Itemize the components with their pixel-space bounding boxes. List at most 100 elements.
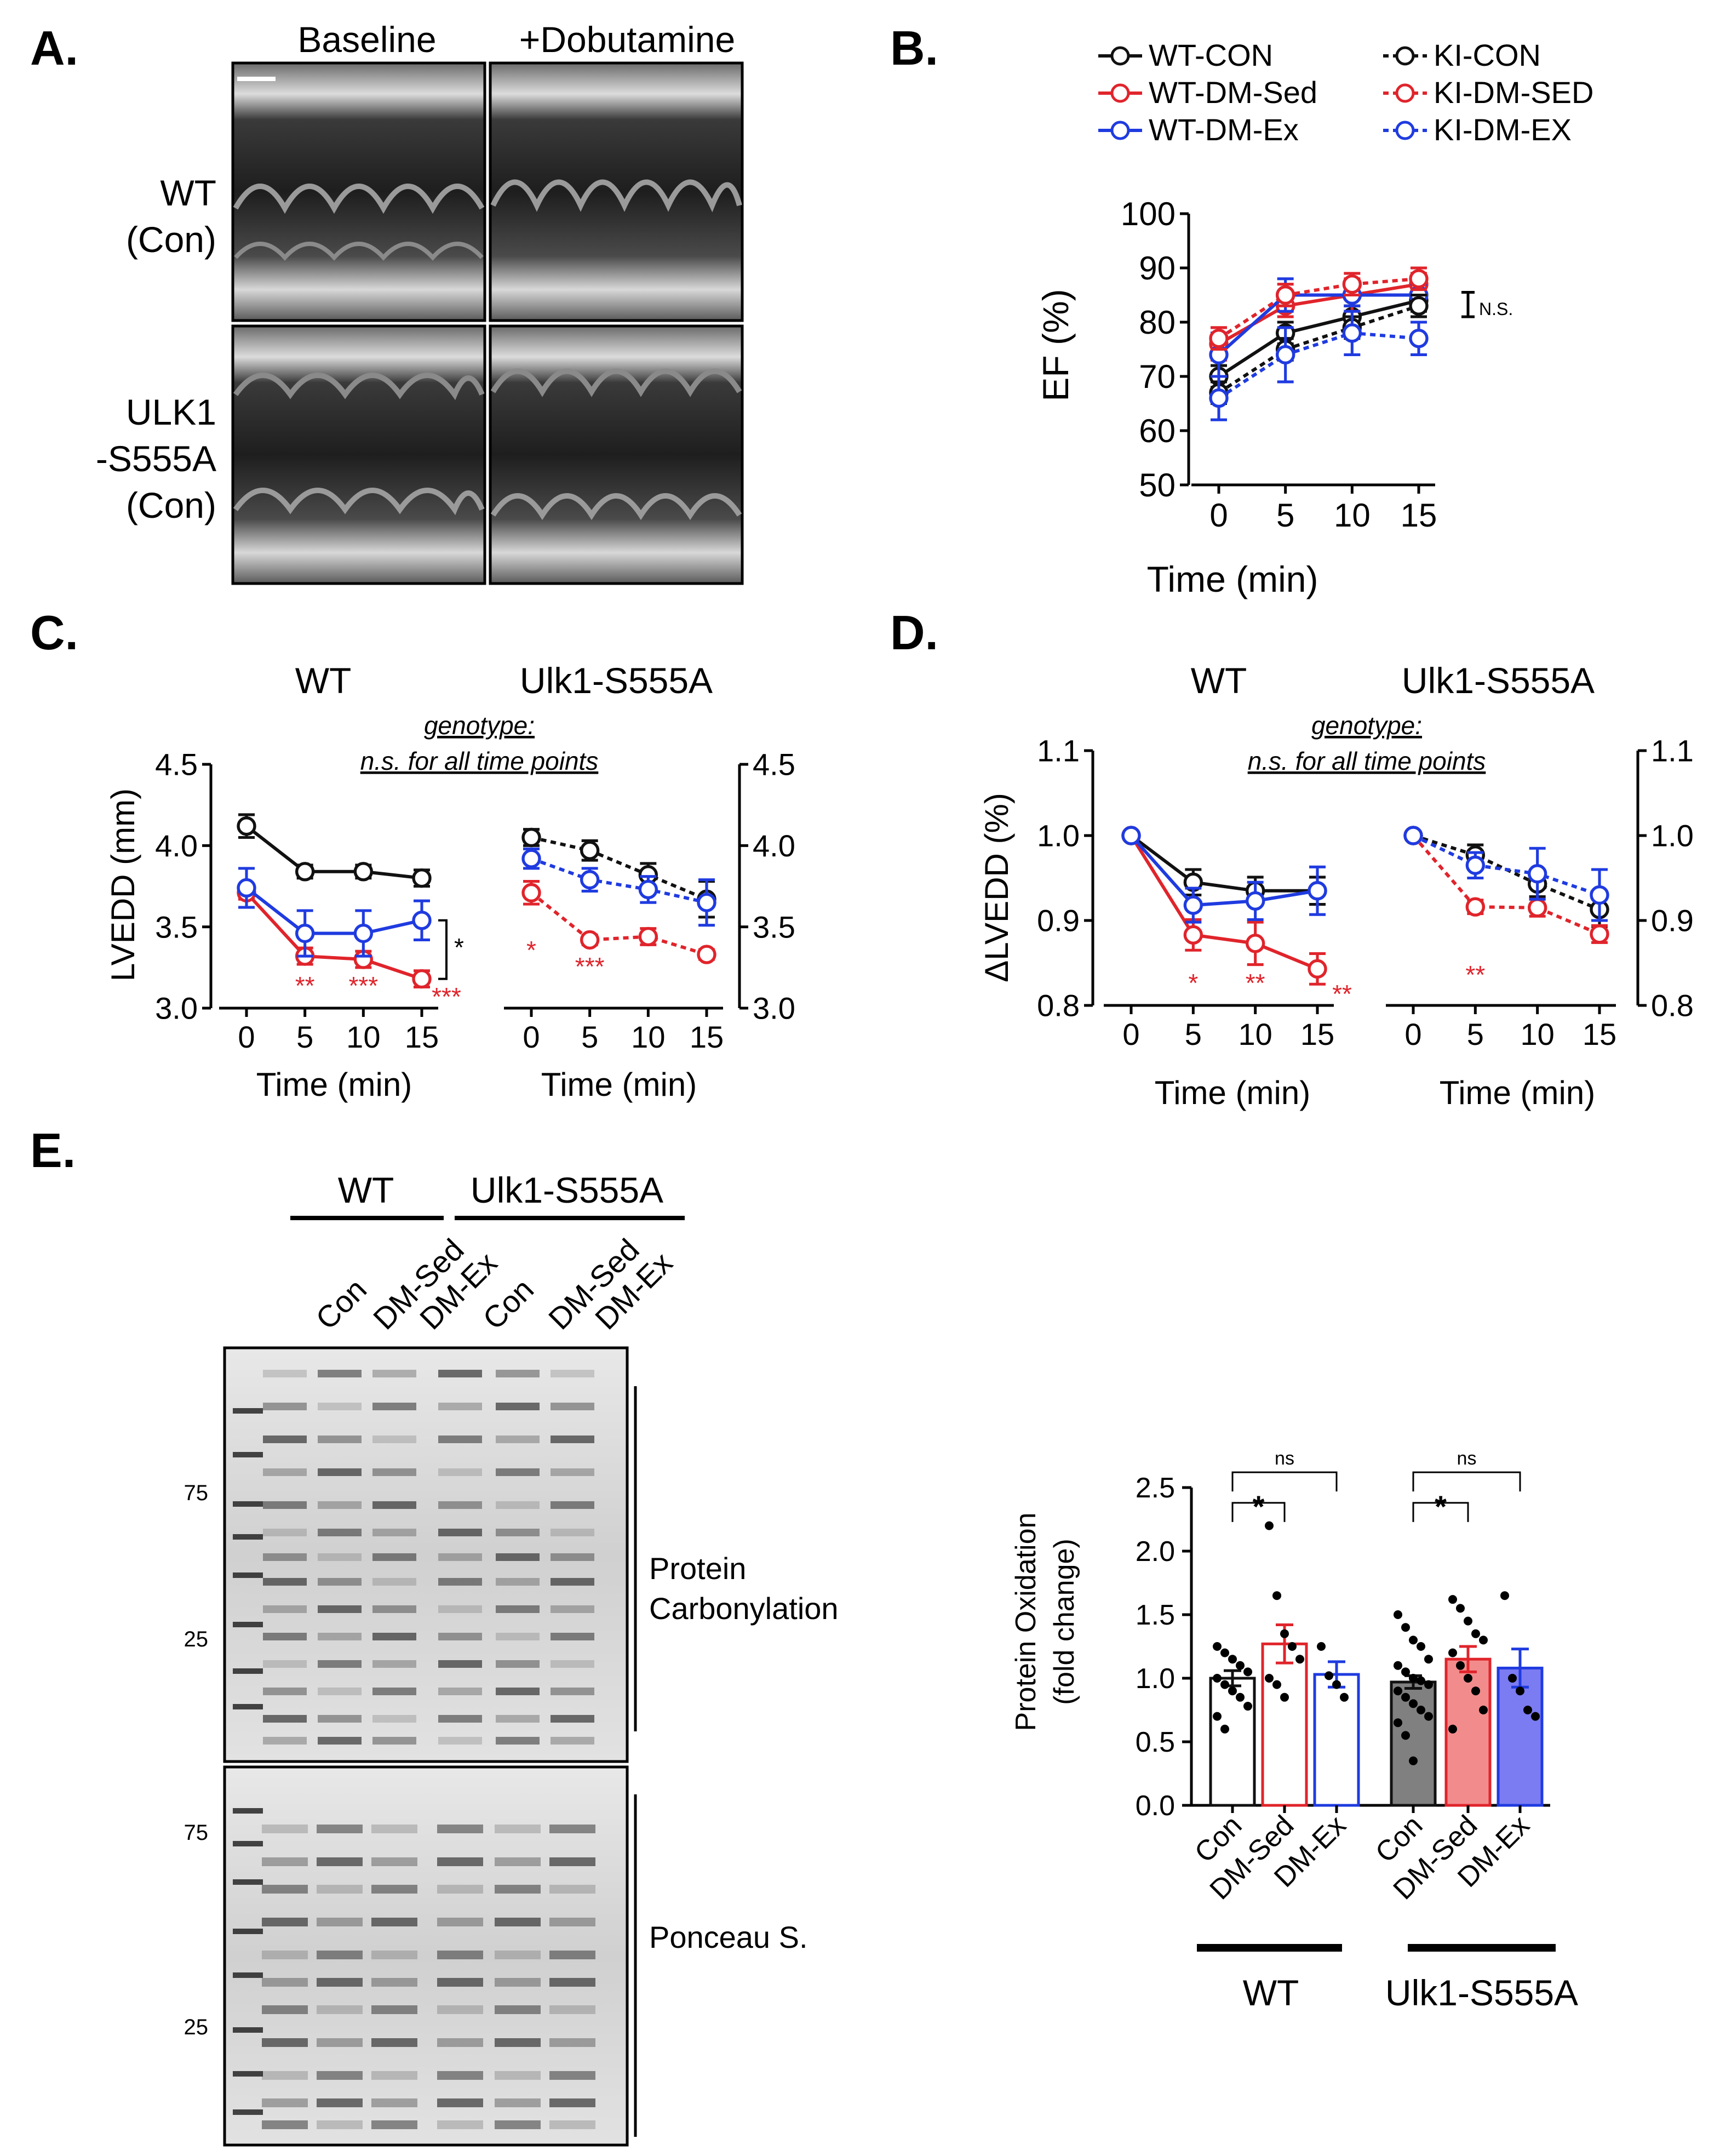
d-wt-series-1-line xyxy=(1130,834,1318,971)
blot2-band-3-6 xyxy=(437,2005,483,2014)
blot2-ladder-1 xyxy=(233,1841,263,1846)
panel-c-ylabel: LVEDD (mm) xyxy=(105,788,141,981)
c-wt-series-2-point-2 xyxy=(353,923,374,943)
d-wt-series-2-point-3 xyxy=(1308,881,1327,901)
blot2-band-4-2 xyxy=(495,1885,541,1894)
blot1-band-1-1 xyxy=(318,1403,362,1410)
blot-carbonylation-bands xyxy=(233,1370,594,1745)
blot2-band-4-9 xyxy=(495,2098,541,2107)
blot1-band-0-4 xyxy=(263,1501,307,1509)
bar-3-point-12 xyxy=(1409,1699,1418,1708)
blot1-band-5-4 xyxy=(551,1501,594,1509)
bar-1 xyxy=(1261,1642,1308,1807)
c-ki-x-tick-label-3: 15 xyxy=(690,1020,724,1054)
bar-1-point-7 xyxy=(1280,1692,1289,1702)
blot2-band-4-5 xyxy=(495,1978,541,1987)
d-left-y-tick-label-0: 0.8 xyxy=(1037,988,1080,1023)
blot2-band-3-8 xyxy=(437,2071,483,2080)
bar-1-point-3 xyxy=(1288,1642,1297,1651)
bar-3-point-1 xyxy=(1401,1623,1410,1632)
b-legend-marker-3 xyxy=(1395,83,1415,103)
b-series-4-point-0 xyxy=(1209,329,1229,348)
d-wt-sig-1: * xyxy=(1188,969,1198,997)
bar-2-point-2 xyxy=(1332,1680,1341,1689)
blot2-band-4-1 xyxy=(495,1857,541,1866)
marker-75-blot2: 75 xyxy=(184,1821,209,1845)
bar-2-point-0 xyxy=(1317,1642,1326,1651)
blot2-band-1-10 xyxy=(317,2120,363,2129)
bar-y-tick-label-2: 1.0 xyxy=(1136,1663,1175,1695)
panel-e-group-ki: Ulk1-S555A xyxy=(471,1170,663,1210)
blot2-band-4-3 xyxy=(495,1918,541,1926)
blot1-band-1-8 xyxy=(318,1605,362,1613)
bar-0-point-7 xyxy=(1228,1686,1237,1696)
c-bracket-star: * xyxy=(454,933,464,962)
blot1-band-0-9 xyxy=(263,1633,307,1640)
bar-comparison-label-3: ns xyxy=(1457,1448,1477,1469)
d-ki-series-1-point-3 xyxy=(1590,924,1609,944)
blot2-ladder-3 xyxy=(233,1929,263,1934)
blot1-band-1-10 xyxy=(318,1660,362,1668)
b-series-0-line xyxy=(1218,299,1419,378)
d-right-y-tick-label-3: 1.1 xyxy=(1651,734,1694,768)
c-ki-sig-0: * xyxy=(526,936,536,964)
b-series-4-point-3 xyxy=(1409,269,1429,289)
b-legend-label-1: KI-CON xyxy=(1434,38,1541,72)
blot1-band-3-7 xyxy=(438,1578,482,1586)
b-series-3-line xyxy=(1218,304,1419,394)
panel-c-title-ki: Ulk1-S555A xyxy=(520,660,713,701)
blot2-band-0-10 xyxy=(262,2120,308,2129)
blot1-band-2-10 xyxy=(372,1660,416,1668)
blot2-band-3-5 xyxy=(437,1978,483,1987)
blot1-band-0-6 xyxy=(263,1553,307,1561)
c-wt-x-tick-label-2: 10 xyxy=(346,1020,380,1054)
d-ki-series-2-point-3 xyxy=(1590,885,1609,905)
bar-0-point-8 xyxy=(1236,1692,1245,1702)
b-series-4-point-1 xyxy=(1275,285,1295,305)
bar-y-tick-label-3: 1.5 xyxy=(1136,1599,1175,1631)
blot1-band-1-6 xyxy=(318,1553,362,1561)
blot1-band-1-9 xyxy=(318,1633,362,1640)
b-y-tick-label-1: 60 xyxy=(1139,413,1176,449)
blot2-band-5-10 xyxy=(549,2120,595,2129)
panel-b-ylabel: EF (%) xyxy=(1035,289,1076,401)
c-wt-x-tick-label-0: 0 xyxy=(238,1020,255,1054)
blot2-band-1-2 xyxy=(317,1885,363,1894)
bar-4-point-7 xyxy=(1464,1674,1472,1683)
c-wt-series-0-point-2 xyxy=(353,862,374,882)
blot2-band-0-0 xyxy=(262,1825,308,1833)
blot1-band-4-12 xyxy=(496,1715,540,1723)
blot1-band-5-3 xyxy=(551,1468,594,1476)
c-ki-series-1-point-0 xyxy=(521,883,541,903)
panel-d-plot: 0.80.91.01.10.80.91.01.10 5 10 15 0 5 10 15* ** *… xyxy=(1037,734,1694,1051)
bar-0-point-0 xyxy=(1213,1642,1222,1651)
blot2-band-2-3 xyxy=(371,1918,417,1926)
c-ki-series-2-point-2 xyxy=(638,879,658,900)
b-legend-marker-1 xyxy=(1395,46,1415,66)
blot1-band-2-13 xyxy=(372,1737,416,1745)
bar-3-point-5 xyxy=(1394,1661,1402,1670)
blot2-band-3-3 xyxy=(437,1918,483,1926)
b-y-tick-label-5: 100 xyxy=(1121,196,1176,232)
blot2-band-0-3 xyxy=(262,1918,308,1926)
panel-b-xlabel: Time (min) xyxy=(1147,559,1318,599)
c-ki-series-0-point-0 xyxy=(521,827,541,848)
d-right-y-tick-label-0: 0.8 xyxy=(1651,988,1694,1023)
b-legend-label-3: KI-DM-SED xyxy=(1434,75,1593,110)
c-ki-series-1-point-1 xyxy=(580,930,600,950)
blot2-band-5-7 xyxy=(549,2038,595,2047)
d-wt-series-1-point-1 xyxy=(1183,925,1203,945)
mmode-wt-dobutamine xyxy=(489,61,744,322)
blot2-band-1-6 xyxy=(317,2005,363,2014)
blot1-band-3-8 xyxy=(438,1605,482,1613)
panel-d-title-wt: WT xyxy=(1191,660,1247,701)
blot1-band-5-5 xyxy=(551,1529,594,1536)
d-ki-series-2-point-1 xyxy=(1465,855,1486,875)
c-wt-series-2-line xyxy=(245,887,422,935)
blot2-band-5-9 xyxy=(549,2098,595,2107)
d-ki-series-1-point-2 xyxy=(1527,898,1547,918)
blot1-band-4-5 xyxy=(496,1529,540,1536)
blot1-band-5-9 xyxy=(551,1633,594,1640)
c-wt-series-0-point-1 xyxy=(295,862,315,882)
